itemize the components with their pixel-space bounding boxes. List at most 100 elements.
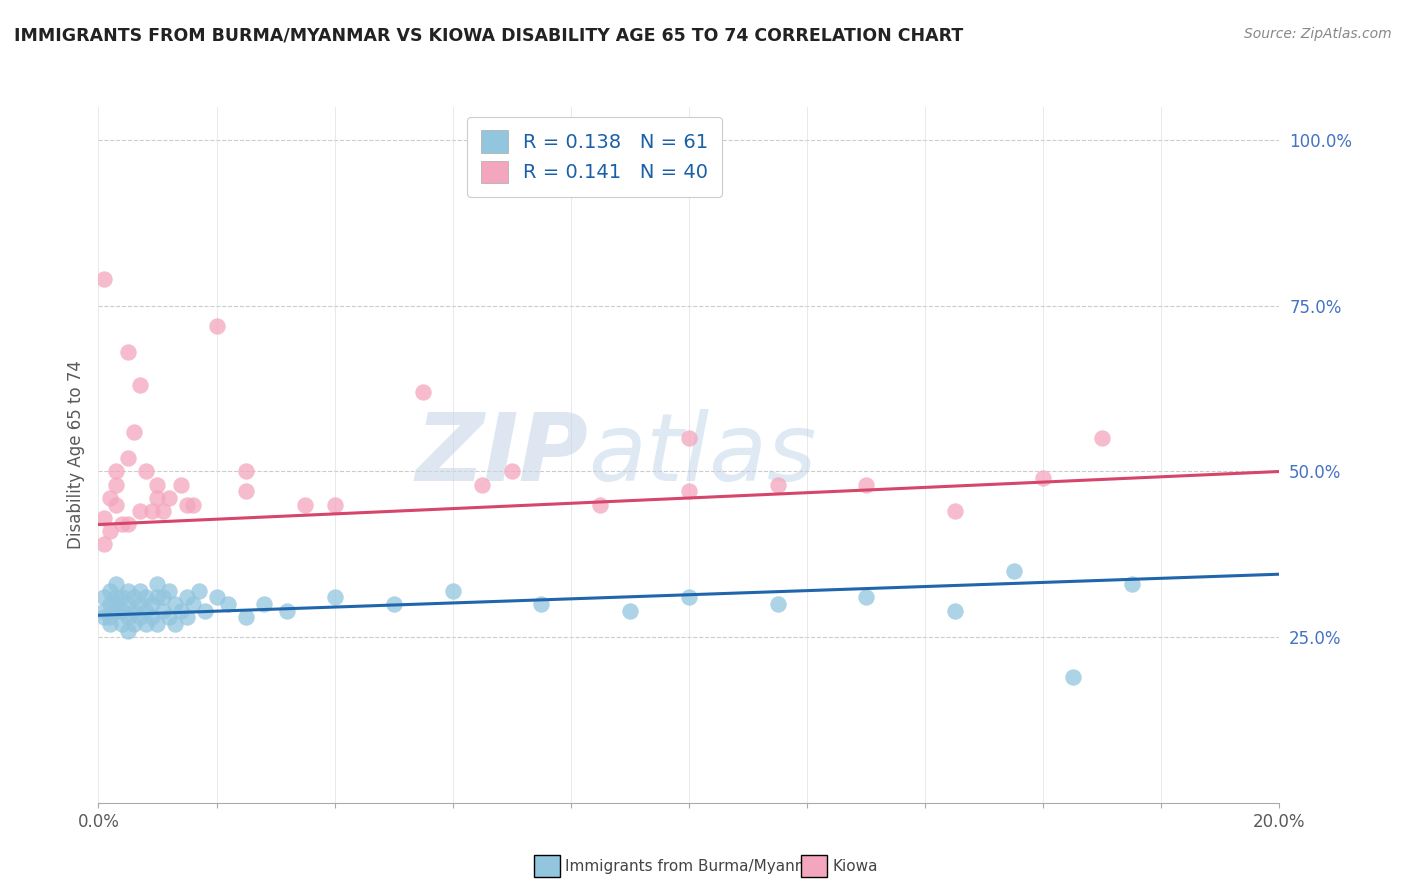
Point	[943, 604, 966, 618]
Point	[146, 577, 169, 591]
Point	[205, 318, 228, 333]
Point	[471, 477, 494, 491]
Point	[194, 604, 217, 618]
Point	[98, 524, 121, 538]
Point	[176, 610, 198, 624]
Point	[122, 591, 145, 605]
Point	[105, 577, 128, 591]
Point	[157, 491, 180, 505]
Point	[181, 498, 204, 512]
Point	[111, 604, 134, 618]
Text: atlas: atlas	[589, 409, 817, 500]
Point	[135, 616, 157, 631]
Point	[135, 465, 157, 479]
Point	[98, 491, 121, 505]
Point	[93, 272, 115, 286]
Point	[135, 591, 157, 605]
Point	[93, 537, 115, 551]
Point	[117, 345, 139, 359]
Point	[170, 477, 193, 491]
Point	[98, 616, 121, 631]
Point	[111, 591, 134, 605]
Point	[105, 465, 128, 479]
Point	[93, 610, 115, 624]
Point	[766, 597, 789, 611]
Point	[146, 477, 169, 491]
Point	[1002, 564, 1025, 578]
Y-axis label: Disability Age 65 to 74: Disability Age 65 to 74	[66, 360, 84, 549]
Point	[122, 425, 145, 439]
Point	[128, 504, 150, 518]
Point	[678, 591, 700, 605]
Point	[294, 498, 316, 512]
Point	[93, 511, 115, 525]
Point	[253, 597, 276, 611]
Point	[141, 610, 163, 624]
Point	[105, 498, 128, 512]
Point	[530, 597, 553, 611]
Point	[117, 610, 139, 624]
Point	[141, 597, 163, 611]
Point	[441, 583, 464, 598]
Point	[98, 583, 121, 598]
Point	[205, 591, 228, 605]
Point	[1091, 431, 1114, 445]
Point	[122, 616, 145, 631]
Point	[146, 616, 169, 631]
Point	[235, 484, 257, 499]
Point	[117, 517, 139, 532]
Point	[157, 610, 180, 624]
Point	[105, 604, 128, 618]
Point	[111, 616, 134, 631]
Point	[146, 491, 169, 505]
Point	[276, 604, 298, 618]
Point	[217, 597, 239, 611]
Point	[117, 451, 139, 466]
Point	[117, 624, 139, 638]
Point	[141, 504, 163, 518]
Point	[128, 610, 150, 624]
Point	[1032, 471, 1054, 485]
Point	[678, 431, 700, 445]
Point	[170, 604, 193, 618]
Point	[135, 604, 157, 618]
Point	[678, 484, 700, 499]
Point	[165, 616, 187, 631]
Point	[855, 477, 877, 491]
Point	[157, 583, 180, 598]
Point	[176, 591, 198, 605]
Text: IMMIGRANTS FROM BURMA/MYANMAR VS KIOWA DISABILITY AGE 65 TO 74 CORRELATION CHART: IMMIGRANTS FROM BURMA/MYANMAR VS KIOWA D…	[14, 27, 963, 45]
Point	[152, 504, 174, 518]
Point	[323, 498, 346, 512]
Point	[152, 604, 174, 618]
Point	[766, 477, 789, 491]
Point	[589, 498, 612, 512]
Point	[323, 591, 346, 605]
Text: Immigrants from Burma/Myanmar: Immigrants from Burma/Myanmar	[565, 859, 825, 873]
Point	[93, 591, 115, 605]
Point	[146, 591, 169, 605]
Point	[855, 591, 877, 605]
Point	[176, 498, 198, 512]
Point	[382, 597, 405, 611]
Point	[235, 610, 257, 624]
Point	[187, 583, 209, 598]
Point	[165, 597, 187, 611]
Point	[619, 604, 641, 618]
Point	[111, 517, 134, 532]
Text: Source: ZipAtlas.com: Source: ZipAtlas.com	[1244, 27, 1392, 41]
Point	[412, 384, 434, 399]
Point	[105, 591, 128, 605]
Point	[128, 378, 150, 392]
Point	[128, 583, 150, 598]
Text: Kiowa: Kiowa	[832, 859, 877, 873]
Point	[105, 477, 128, 491]
Point	[93, 604, 115, 618]
Point	[501, 465, 523, 479]
Text: ZIP: ZIP	[416, 409, 589, 501]
Point	[235, 465, 257, 479]
Point	[1062, 670, 1084, 684]
Point	[181, 597, 204, 611]
Legend: R = 0.138   N = 61, R = 0.141   N = 40: R = 0.138 N = 61, R = 0.141 N = 40	[467, 117, 723, 196]
Point	[122, 604, 145, 618]
